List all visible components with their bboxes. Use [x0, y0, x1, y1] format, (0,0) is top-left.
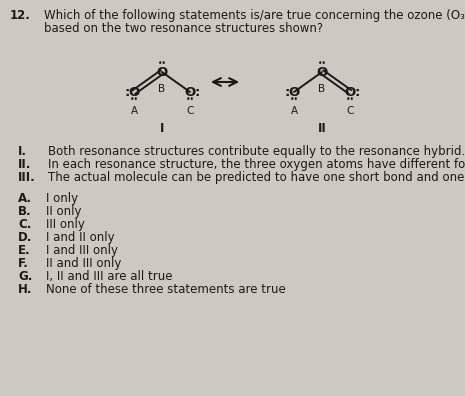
Text: A: A	[131, 106, 138, 116]
Text: I: I	[160, 122, 164, 135]
Text: D.: D.	[18, 231, 33, 244]
Text: ••: ••	[129, 95, 139, 105]
Text: None of these three statements are true: None of these three statements are true	[46, 283, 286, 296]
Text: O: O	[288, 86, 299, 99]
Text: I and II only: I and II only	[46, 231, 115, 244]
Text: Both resonance structures contribute equally to the resonance hybrid.: Both resonance structures contribute equ…	[48, 145, 465, 158]
Text: based on the two resonance structures shown?: based on the two resonance structures sh…	[44, 22, 323, 35]
Text: In each resonance structure, the three oxygen atoms have different formal charge: In each resonance structure, the three o…	[48, 158, 465, 171]
Text: 12.: 12.	[10, 9, 31, 22]
Text: C.: C.	[18, 218, 31, 231]
Text: III only: III only	[46, 218, 85, 231]
Text: C: C	[346, 106, 354, 116]
Text: :: :	[194, 86, 199, 99]
Text: I, II and III are all true: I, II and III are all true	[46, 270, 173, 283]
Text: II: II	[318, 122, 326, 135]
Text: ••: ••	[158, 59, 166, 69]
Text: I and III only: I and III only	[46, 244, 118, 257]
Text: B: B	[319, 84, 326, 94]
Text: F.: F.	[18, 257, 29, 270]
Text: B: B	[159, 84, 166, 94]
Text: B.: B.	[18, 205, 32, 218]
Text: ••: ••	[290, 95, 299, 105]
Text: :: :	[354, 86, 360, 99]
Text: A.: A.	[18, 192, 32, 205]
Text: O: O	[128, 86, 140, 99]
Text: A: A	[291, 106, 298, 116]
Text: I only: I only	[46, 192, 78, 205]
Text: Which of the following statements is/are true concerning the ozone (O₃) molecule: Which of the following statements is/are…	[44, 9, 465, 22]
Text: The actual molecule can be predicted to have one short bond and one longer bond.: The actual molecule can be predicted to …	[48, 171, 465, 184]
Text: ••: ••	[186, 95, 194, 105]
Text: E.: E.	[18, 244, 31, 257]
Text: C: C	[186, 106, 194, 116]
Text: :: :	[124, 86, 130, 99]
Text: ••: ••	[345, 95, 354, 105]
Text: :: :	[284, 86, 290, 99]
Text: I.: I.	[18, 145, 27, 158]
Text: II only: II only	[46, 205, 81, 218]
Text: III.: III.	[18, 171, 36, 184]
Text: II and III only: II and III only	[46, 257, 121, 270]
Text: II.: II.	[18, 158, 31, 171]
Text: ••: ••	[318, 59, 326, 69]
Text: G.: G.	[18, 270, 33, 283]
Text: H.: H.	[18, 283, 33, 296]
Text: O: O	[156, 65, 167, 78]
Text: O: O	[316, 65, 328, 78]
Text: O: O	[185, 86, 196, 99]
Text: O: O	[345, 86, 356, 99]
